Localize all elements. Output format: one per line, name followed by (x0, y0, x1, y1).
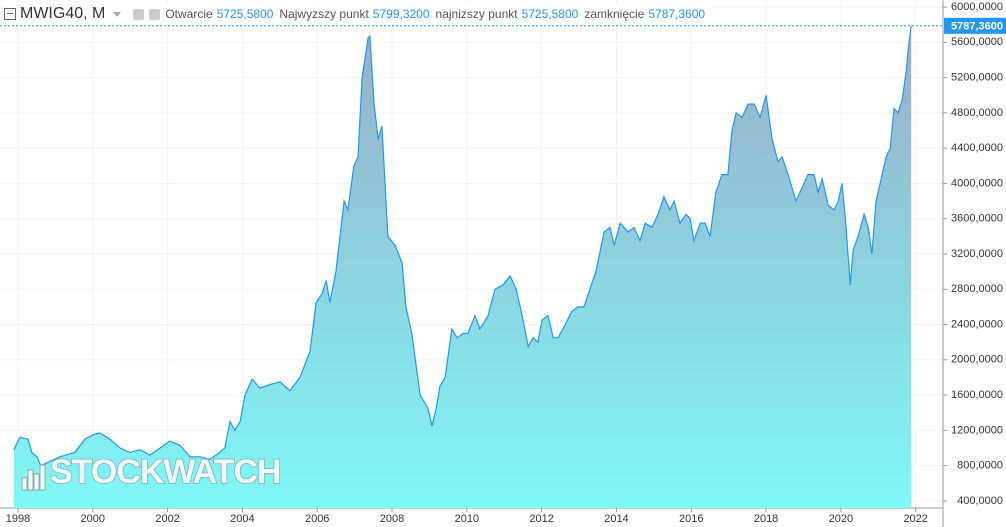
y-tick-label: 2000,0000 (951, 354, 1003, 366)
header-label: zamknięcie (584, 7, 645, 21)
collapse-button[interactable] (4, 8, 16, 20)
y-tick-label: 1600,0000 (951, 389, 1003, 401)
y-tick-label: 4800,0000 (951, 107, 1003, 119)
header-value: 5725,5800 (521, 7, 579, 21)
x-tick-label: 2012 (529, 513, 553, 525)
legend-header: MWIG40, M Otwarcie 5725,5800 Najwyzszy pun… (4, 4, 712, 24)
watermark-icon (27, 469, 34, 491)
dropdown[interactable] (113, 11, 122, 17)
x-tick-label: 2010 (455, 513, 479, 525)
y-tick-label: 5200,0000 (951, 72, 1003, 84)
y-tick-label: 2800,0000 (951, 283, 1003, 295)
last-price-label: 5787,3600 (951, 21, 1003, 33)
area (13, 25, 912, 509)
symbol: MWIG40, M (20, 5, 106, 22)
x-tick-label: 2000 (81, 513, 105, 525)
header-label: najnizszy punkt (435, 7, 518, 21)
y-tick-label: 5600,0000 (951, 36, 1003, 48)
y-tick-label: 3600,0000 (951, 213, 1003, 225)
watermark-text: STOCKWATCH (50, 453, 281, 491)
y-tick-label: 800,0000 (957, 460, 1003, 472)
header-label: Najwyzszy punkt (279, 7, 369, 21)
x-tick-label: 1998 (6, 513, 30, 525)
y-tick-label: 3200,0000 (951, 248, 1003, 260)
watermark-icon (33, 473, 40, 491)
watermark-icon (39, 464, 46, 491)
settings-icon[interactable] (133, 8, 145, 20)
header-value: 5799,3200 (372, 7, 430, 21)
y-tick-label: 6000,0000 (951, 1, 1003, 13)
x-tick-label: 2022 (903, 513, 927, 525)
header-label: Otwarcie (165, 7, 213, 21)
header-value: 5725,5800 (216, 7, 274, 21)
x-tick-label: 2008 (380, 513, 404, 525)
y-tick-label: 1200,0000 (951, 424, 1003, 436)
x-tick-label: 2002 (155, 513, 179, 525)
line (13, 25, 912, 467)
x-tick-label: 2016 (679, 513, 703, 525)
x-tick-label: 2014 (604, 513, 628, 525)
x-tick-label: 2020 (829, 513, 853, 525)
x-tick-label: 2004 (230, 513, 254, 525)
watermark: STOCKWATCH (21, 452, 282, 492)
last-price-tag (944, 17, 1006, 34)
y-tick-label: 4000,0000 (951, 177, 1003, 189)
hide-icon[interactable] (149, 8, 161, 20)
y-tick-label: 400,0000 (957, 495, 1003, 507)
y-tick-label: 2400,0000 (951, 318, 1003, 330)
x-tick-label: 2006 (305, 513, 329, 525)
y-tick-label: 4400,0000 (951, 142, 1003, 154)
x-tick-label: 2018 (754, 513, 778, 525)
watermark-icon (21, 477, 28, 491)
header-value: 5787,3600 (648, 7, 706, 21)
